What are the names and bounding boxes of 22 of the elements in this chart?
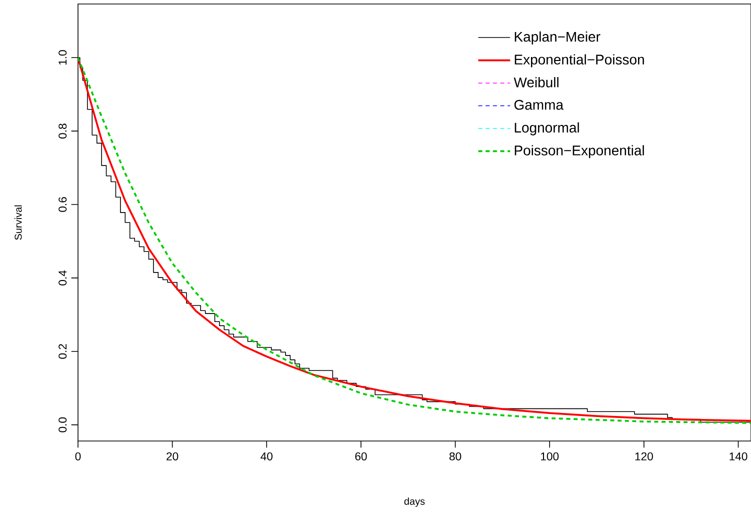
x-tick-label: 120 xyxy=(635,452,653,460)
x-tick-label: 60 xyxy=(355,452,367,460)
x-tick-label: 140 xyxy=(730,452,748,460)
legend-label: Exponential−Poisson xyxy=(514,54,644,68)
x-tick-label: 20 xyxy=(166,452,178,460)
y-tick-label: 0.0 xyxy=(58,417,67,432)
x-tick-label: 100 xyxy=(541,452,559,460)
legend-label: Lognormal xyxy=(514,122,579,136)
x-tick-label: 0 xyxy=(75,452,81,460)
x-tick-label: 80 xyxy=(449,452,462,460)
x-tick-label: 40 xyxy=(260,452,272,460)
legend-label: Gamma xyxy=(514,100,564,110)
y-tick-label: 1.0 xyxy=(58,50,67,65)
y-tick-label: 0.4 xyxy=(58,270,67,286)
x-axis-title: days xyxy=(404,498,425,507)
y-tick-label: 0.2 xyxy=(58,344,67,359)
legend-label: Weibull xyxy=(514,77,558,88)
y-axis-title: Survival xyxy=(14,205,22,240)
y-tick-label: 0.6 xyxy=(58,197,67,212)
legend-label: Poisson−Exponential xyxy=(514,145,644,158)
y-tick-label: 0.8 xyxy=(58,124,67,138)
legend-label: Kaplan−Meier xyxy=(514,31,600,44)
